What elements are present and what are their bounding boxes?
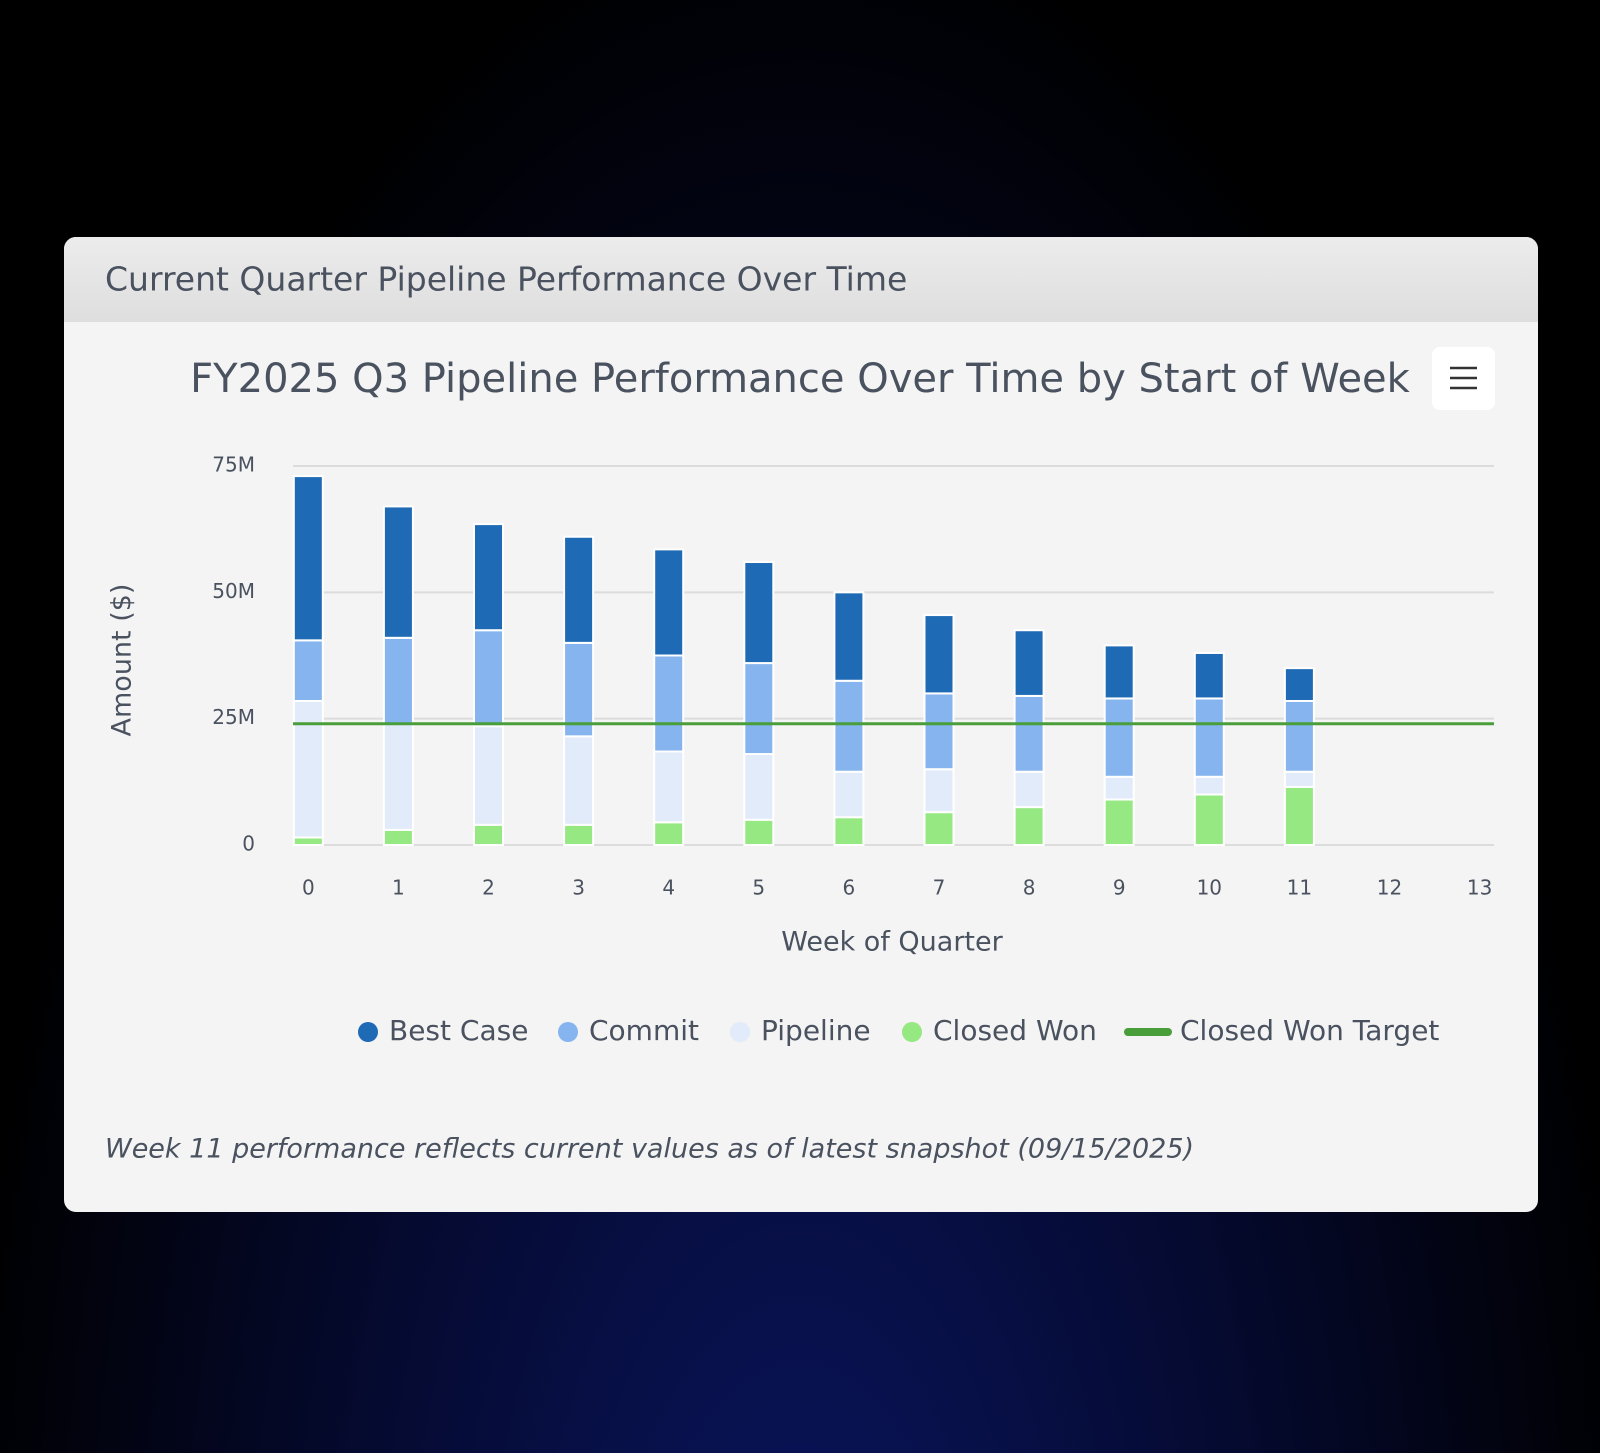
x-tick-label: 5	[752, 876, 765, 900]
legend-label: Best Case	[389, 1014, 528, 1047]
bar-segment	[292, 639, 324, 702]
x-tick-label: 9	[1113, 876, 1126, 900]
bar-segment	[473, 823, 505, 847]
legend-label: Closed Won Target	[1180, 1014, 1439, 1047]
bar-segment	[743, 561, 775, 665]
legend-label: Pipeline	[761, 1014, 871, 1047]
legend-marker	[558, 1022, 578, 1042]
x-tick-label: 12	[1377, 876, 1402, 900]
bar-segment	[563, 641, 595, 738]
bar-segment	[382, 828, 414, 847]
x-tick-label: 7	[933, 876, 946, 900]
card-header	[64, 237, 1538, 322]
bar-segment	[833, 679, 865, 773]
x-tick-label: 3	[572, 876, 585, 900]
bar-segment	[923, 811, 955, 846]
bar-segment	[1103, 697, 1135, 778]
x-tick-label: 10	[1197, 876, 1222, 900]
chart-title: FY2025 Q3 Pipeline Performance Over Time…	[190, 356, 1410, 402]
bar-segment	[563, 823, 595, 847]
bar-segment	[1103, 644, 1135, 700]
bar-segment	[653, 750, 685, 824]
bar-segment	[563, 735, 595, 826]
bar-segment	[1013, 694, 1045, 773]
bar-segment	[923, 614, 955, 695]
bar-segment	[292, 475, 324, 642]
bar-segment	[473, 523, 505, 632]
bar-segment	[1103, 775, 1135, 801]
bar-segment	[743, 818, 775, 847]
bar-segment	[1193, 697, 1225, 778]
menu-button[interactable]	[1432, 347, 1495, 410]
card-title: Current Quarter Pipeline Performance Ove…	[105, 260, 907, 299]
bar-segment	[833, 816, 865, 846]
bar-segment	[1103, 798, 1135, 847]
bar-segment	[563, 535, 595, 644]
y-tick-label: 0	[242, 832, 255, 856]
bar-segment	[833, 770, 865, 819]
bar-segment	[292, 836, 324, 846]
bar-segment	[653, 654, 685, 753]
bar-segment	[1283, 785, 1315, 846]
bar-segment	[1013, 629, 1045, 697]
bar-segment	[1283, 667, 1315, 702]
x-tick-label: 1	[392, 876, 405, 900]
bar-segment	[382, 636, 414, 725]
x-tick-label: 4	[662, 876, 675, 900]
bar-segment	[923, 692, 955, 771]
y-axis-title: Amount ($)	[107, 584, 138, 737]
x-axis-title: Week of Quarter	[781, 927, 1003, 958]
bar-segment	[292, 699, 324, 839]
legend-marker	[902, 1022, 922, 1042]
bar-segment	[1283, 770, 1315, 788]
x-tick-label: 11	[1287, 876, 1312, 900]
x-tick-label: 0	[302, 876, 315, 900]
bar-segment	[473, 629, 505, 728]
bar-segment	[382, 722, 414, 831]
legend-marker	[730, 1022, 750, 1042]
bar-segment	[1193, 775, 1225, 796]
bar-segment	[743, 662, 775, 756]
bar-segment	[923, 768, 955, 814]
x-tick-label: 13	[1467, 876, 1492, 900]
bar-segment	[1193, 793, 1225, 847]
x-tick-label: 2	[482, 876, 495, 900]
bar-segment	[653, 548, 685, 657]
y-tick-label: 50M	[212, 579, 255, 603]
bar-segment	[653, 821, 685, 847]
bar-segment	[473, 725, 505, 826]
footnote: Week 11 performance reflects current val…	[105, 1134, 1194, 1165]
bar-segment	[743, 753, 775, 821]
y-tick-label: 25M	[212, 705, 255, 729]
bar-segment	[1013, 770, 1045, 809]
legend-label: Commit	[589, 1014, 699, 1047]
bar-segment	[1193, 651, 1225, 700]
bar-segment	[1013, 806, 1045, 846]
x-tick-label: 6	[843, 876, 856, 900]
legend-marker	[358, 1022, 378, 1042]
bar-segment	[833, 591, 865, 682]
y-tick-label: 75M	[212, 453, 255, 477]
bar-segment	[382, 505, 414, 639]
bar-segment	[1283, 699, 1315, 773]
legend-label: Closed Won	[933, 1014, 1097, 1047]
x-tick-label: 8	[1023, 876, 1036, 900]
